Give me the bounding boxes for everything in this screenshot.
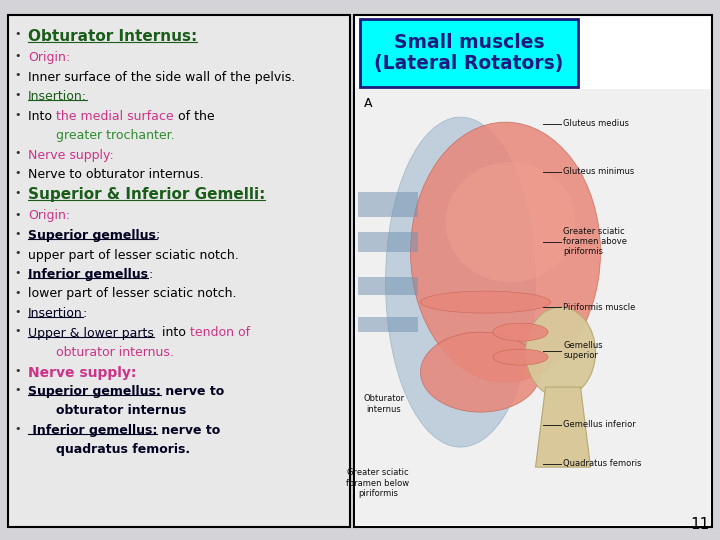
Text: Superior & Inferior Gemelli:: Superior & Inferior Gemelli: <box>28 187 266 202</box>
Text: :: : <box>148 268 152 281</box>
Text: •: • <box>14 29 20 39</box>
Text: Gluteus minimus: Gluteus minimus <box>563 167 634 177</box>
Text: Piriformis muscle: Piriformis muscle <box>563 302 636 312</box>
Text: the medial surface: the medial surface <box>56 110 174 123</box>
Polygon shape <box>536 387 590 467</box>
Text: quadratus femoris.: quadratus femoris. <box>56 443 190 456</box>
Ellipse shape <box>420 291 551 313</box>
Text: •: • <box>14 210 20 219</box>
Ellipse shape <box>493 323 548 341</box>
Bar <box>356 89 710 525</box>
Text: Inferior gemellus: Inferior gemellus <box>28 268 148 281</box>
Text: •: • <box>14 248 20 259</box>
Text: Gemellus inferior: Gemellus inferior <box>563 420 636 429</box>
Text: Upper & lower parts: Upper & lower parts <box>28 327 154 340</box>
Ellipse shape <box>420 332 541 412</box>
Text: nerve to: nerve to <box>158 424 220 437</box>
Text: greater trochanter.: greater trochanter. <box>56 129 175 142</box>
Text: Origin:: Origin: <box>28 51 70 64</box>
Text: Small muscles
(Lateral Rotators): Small muscles (Lateral Rotators) <box>374 32 564 73</box>
Text: •: • <box>14 307 20 317</box>
Text: Gemellus
superior: Gemellus superior <box>563 341 603 360</box>
Ellipse shape <box>446 162 575 282</box>
Text: Inferior gemellus:: Inferior gemellus: <box>28 424 158 437</box>
Text: •: • <box>14 327 20 336</box>
Text: •: • <box>14 366 20 375</box>
Text: •: • <box>14 287 20 298</box>
Text: into: into <box>154 327 190 340</box>
Text: •: • <box>14 385 20 395</box>
Text: tendon of: tendon of <box>190 327 250 340</box>
Text: nerve to: nerve to <box>161 385 224 398</box>
Text: •: • <box>14 424 20 434</box>
Text: •: • <box>14 110 20 119</box>
Text: Nerve to obturator internus.: Nerve to obturator internus. <box>28 168 204 181</box>
Ellipse shape <box>526 307 595 397</box>
Text: A: A <box>364 97 372 110</box>
Text: Into: Into <box>28 110 56 123</box>
Text: Nerve supply:: Nerve supply: <box>28 366 136 380</box>
Text: •: • <box>14 187 20 198</box>
Text: Obturator Internus:: Obturator Internus: <box>28 29 197 44</box>
Ellipse shape <box>493 349 548 365</box>
Bar <box>358 192 418 217</box>
Text: Greater sciatic
foramen below
piriformis: Greater sciatic foramen below piriformis <box>346 468 410 498</box>
Text: obturator internus: obturator internus <box>56 404 186 417</box>
Text: upper part of lesser sciatic notch.: upper part of lesser sciatic notch. <box>28 248 239 261</box>
Text: Obturator
internus: Obturator internus <box>364 394 405 414</box>
Text: •: • <box>14 229 20 239</box>
Text: Origin:: Origin: <box>28 210 70 222</box>
Text: Gluteus medius: Gluteus medius <box>563 119 629 129</box>
Text: 11: 11 <box>690 517 710 532</box>
Text: •: • <box>14 168 20 178</box>
Text: •: • <box>14 268 20 278</box>
Text: :: : <box>83 307 87 320</box>
Bar <box>358 232 418 252</box>
FancyBboxPatch shape <box>360 19 578 87</box>
Text: of the: of the <box>174 110 215 123</box>
Text: Inner surface of the side wall of the pelvis.: Inner surface of the side wall of the pe… <box>28 71 295 84</box>
Text: obturator internus.: obturator internus. <box>56 346 174 359</box>
Bar <box>358 317 418 332</box>
Text: Greater sciatic
foramen above
piriformis: Greater sciatic foramen above piriformis <box>563 227 627 256</box>
Text: •: • <box>14 51 20 61</box>
Ellipse shape <box>410 122 600 382</box>
Text: Insertion: Insertion <box>28 307 83 320</box>
Text: Quadratus femoris: Quadratus femoris <box>563 460 642 469</box>
Text: •: • <box>14 148 20 159</box>
Text: ;: ; <box>156 229 160 242</box>
Text: Nerve supply:: Nerve supply: <box>28 148 114 161</box>
Text: •: • <box>14 90 20 100</box>
Ellipse shape <box>385 117 536 447</box>
Text: Superior gemellus: Superior gemellus <box>28 229 156 242</box>
Text: lower part of lesser sciatic notch.: lower part of lesser sciatic notch. <box>28 287 236 300</box>
Text: •: • <box>14 71 20 80</box>
Bar <box>358 277 418 295</box>
Text: Insertion:: Insertion: <box>28 90 87 103</box>
FancyBboxPatch shape <box>354 15 712 527</box>
FancyBboxPatch shape <box>8 15 350 527</box>
Text: Superior gemellus:: Superior gemellus: <box>28 385 161 398</box>
